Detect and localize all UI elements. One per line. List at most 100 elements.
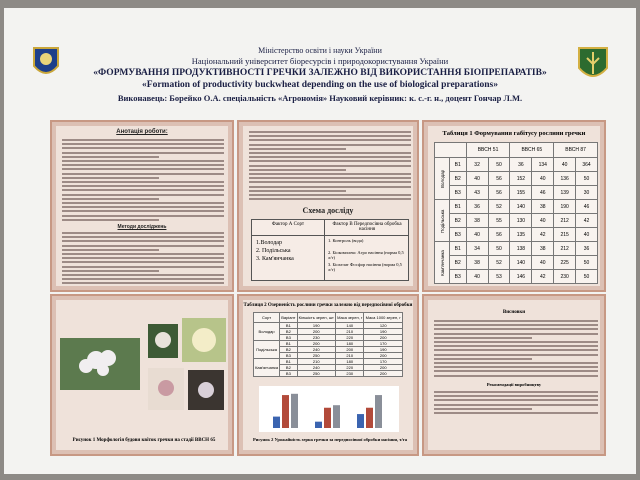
text-line — [62, 253, 224, 255]
value-cell: 56 — [487, 185, 511, 200]
code-cell: В2 — [448, 171, 467, 186]
text-line — [62, 181, 224, 183]
header-line: Національний університет біоресурсів і п… — [191, 56, 449, 66]
bar — [273, 416, 280, 428]
group-cell: Кам'янчанка — [434, 241, 450, 284]
table-header: ВВСН 51 ВВСН 65 ВВСН 87 — [434, 142, 598, 158]
text-line — [249, 160, 411, 163]
table-header: Сорт Варіант Кількість зерен, шт Маса зерен… — [252, 312, 403, 323]
header-cell: Маса 1000 зерен, г — [363, 312, 403, 323]
value-cell: 40 — [531, 213, 555, 228]
header-cell: Варіант — [279, 312, 298, 323]
group-cell: Володар — [252, 322, 281, 341]
value-cell: 134 — [531, 157, 555, 172]
value-cell: 130 — [509, 213, 533, 228]
text-line — [62, 172, 224, 175]
text-line — [62, 236, 224, 239]
text-line — [434, 362, 598, 364]
panel-subtitle: Рекомендації виробництву — [486, 382, 542, 387]
text-line — [434, 328, 598, 331]
value-cell: 215 — [553, 227, 577, 242]
annotation-panel: Анотація роботи: Методи досліджень — [50, 120, 234, 292]
text-line — [62, 185, 224, 188]
text-line — [62, 244, 224, 247]
header-line: Виконавець: Борейко О.А. спеціальність «… — [117, 93, 523, 103]
value-cell: 34 — [465, 241, 489, 256]
code-cell: В2 — [448, 213, 467, 228]
text-line — [434, 366, 598, 369]
text-line — [62, 218, 160, 221]
value-cell: 38 — [465, 255, 489, 270]
text-line — [62, 257, 224, 260]
text-line — [62, 274, 224, 276]
value-cell: 50 — [575, 171, 598, 186]
text-line — [62, 139, 224, 141]
text-line — [62, 155, 160, 158]
value-cell: 42 — [531, 227, 555, 242]
value-cell: 230 — [334, 370, 365, 377]
text-line — [62, 143, 224, 146]
text-line — [62, 176, 160, 179]
value-cell: 56 — [487, 171, 511, 186]
table2-panel: Таблиця 2 Озерненість рослини гречки зал… — [237, 294, 419, 456]
text-line — [62, 265, 224, 268]
value-cell: 42 — [531, 269, 555, 284]
text-line — [62, 189, 224, 192]
text-line — [434, 370, 598, 373]
value-cell: 200 — [363, 370, 403, 377]
text-line — [62, 210, 224, 213]
panel-inner: Таблиця 1 Формування габітусу рослини гр… — [428, 126, 600, 286]
scheme-divider — [324, 220, 325, 280]
table1: ВВСН 51 ВВСН 65 ВВСН 87 Володар В1 32 50 36 134 4… — [434, 142, 598, 284]
conclusions-panel: Висновки Рекомендації виробництву — [422, 294, 606, 456]
text-line — [434, 336, 533, 339]
bar — [282, 395, 289, 428]
text-line — [434, 345, 598, 348]
value-cell: 250 — [296, 370, 337, 377]
header-cell: Сорт — [252, 312, 281, 323]
bar — [333, 405, 340, 428]
value-cell: 43 — [465, 185, 489, 200]
text-line — [249, 143, 411, 146]
value-cell: 40 — [465, 171, 489, 186]
text-line — [62, 269, 160, 272]
table-row: В3 40 56 135 42 215 40 — [435, 227, 598, 242]
text-line — [249, 173, 411, 175]
value-cell: 40 — [531, 171, 555, 186]
faculty-logo — [578, 47, 608, 77]
text-line — [62, 282, 224, 285]
scheme-box: Фактор А Сорт Фактор В Передпосівна оброб… — [251, 219, 409, 281]
text-line — [249, 164, 411, 167]
value-cell: 40 — [465, 227, 489, 242]
value-cell: 38 — [531, 241, 555, 256]
value-cell: 30 — [575, 185, 598, 200]
panel-subtitle: Методи досліджень — [117, 224, 167, 230]
text-line — [249, 139, 411, 142]
panel-title: Анотація роботи: — [116, 129, 168, 135]
table-row: В2 38 55 130 40 212 42 — [435, 213, 598, 228]
header-line: Міністерство освіти і науки України — [258, 46, 382, 55]
value-cell: 38 — [531, 199, 555, 214]
text-line — [249, 185, 411, 188]
yield-chart — [259, 386, 399, 432]
value-cell: 139 — [553, 185, 577, 200]
panel-title: Схема досліду — [302, 206, 354, 215]
code-cell: В1 — [448, 199, 467, 214]
value-cell: 40 — [531, 255, 555, 270]
text-line — [62, 206, 224, 209]
table-row: В3 43 56 155 46 139 30 — [435, 185, 598, 200]
panel-inner: Висновки Рекомендації виробництву — [428, 300, 600, 450]
text-line — [62, 197, 160, 200]
table-row: Володар В1 32 50 36 134 40 364 — [434, 157, 598, 200]
text-line — [62, 202, 224, 204]
code-cell: В3 — [448, 227, 467, 242]
value-cell: 36 — [575, 241, 598, 256]
code-cell: В3 — [279, 370, 298, 377]
value-cell: 52 — [487, 255, 511, 270]
value-cell: 46 — [575, 199, 598, 214]
figure-caption: Рисунок 1 Морфологія будови квіток гречк… — [72, 438, 216, 443]
value-cell: 50 — [487, 157, 511, 172]
header-cell: Кількість зерен, шт — [296, 312, 337, 323]
photos — [60, 318, 226, 410]
